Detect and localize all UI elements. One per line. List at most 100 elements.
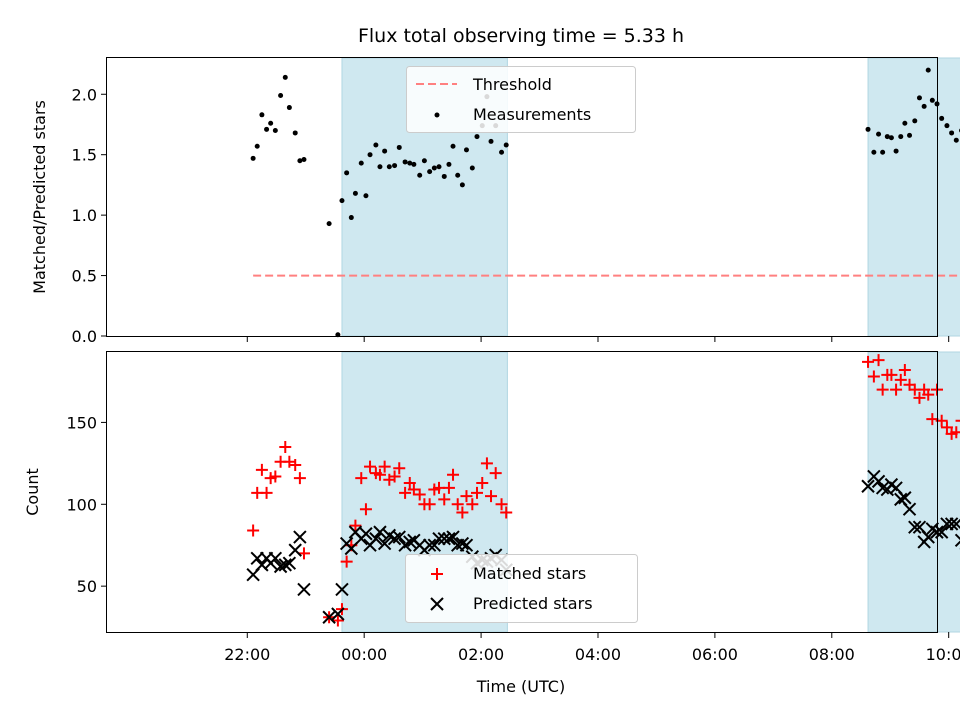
bottom-legend: Matched stars Predicted stars [405, 554, 638, 623]
measurement-point [278, 92, 284, 98]
measurement-point [367, 152, 373, 158]
measurement-point [898, 134, 904, 140]
x-tick-label-1: 00:00 [341, 645, 387, 664]
matched-star-point [260, 486, 273, 499]
legend-measurements-label: Measurements [473, 105, 591, 124]
top-y-tick-label-4: 2.0 [72, 85, 97, 104]
predicted-star-point [331, 607, 345, 621]
matched-star-point [438, 493, 451, 506]
predicted-star-point [427, 538, 442, 552]
measurement-point [339, 198, 345, 204]
measurement-point [411, 161, 417, 167]
matched-star-point [460, 490, 473, 503]
predicted-star-point [432, 531, 446, 546]
measurement-point [352, 190, 358, 196]
matched-star-point [388, 470, 401, 483]
measurement-point [949, 130, 955, 136]
bottom-axes-frame [106, 351, 938, 633]
predicted-star-point [403, 535, 417, 549]
measurement-point [344, 170, 350, 176]
bottom-y-tick-label-1: 100 [66, 495, 97, 514]
measurement-point [377, 164, 383, 170]
matched-star-point [331, 614, 344, 627]
matched-star-point [922, 388, 935, 401]
top-shaded-interval-1 [867, 57, 960, 337]
measurement-point [474, 134, 480, 140]
measurement-point [402, 159, 408, 165]
measurement-point [459, 182, 465, 188]
matched-star-point [456, 506, 469, 519]
matched-star-point [480, 457, 493, 470]
predicted-star-point [459, 538, 474, 552]
matched-star-point [913, 391, 926, 404]
measurement-point [902, 120, 908, 126]
predicted-star-point [392, 530, 406, 544]
predicted-star-point [446, 530, 460, 544]
measurement-point [358, 160, 364, 166]
legend-measurements-swatch [434, 112, 440, 118]
x-tick-label-2: 02:00 [458, 645, 504, 664]
measurement-point [907, 132, 913, 138]
predicted-star-point [455, 536, 470, 551]
measurement-point [382, 148, 388, 154]
measurement-point [939, 115, 945, 121]
legend-matched-swatch [431, 568, 443, 580]
top-x-ticks [246, 336, 950, 342]
measurement-point [407, 160, 413, 166]
predicted-star-point [422, 538, 437, 552]
matched-star-point [378, 460, 391, 473]
matched-star-point [470, 486, 483, 499]
matched-star-point [279, 440, 292, 453]
measurement-point [272, 128, 278, 134]
measurement-point [264, 126, 270, 132]
matched-star-point [355, 472, 368, 485]
matched-star-point [898, 364, 911, 377]
measurement-point [944, 123, 950, 129]
matched-star-point [364, 460, 377, 473]
measurement-point [427, 169, 433, 175]
measurement-point [297, 158, 303, 164]
matched-star-point [862, 355, 875, 368]
measurement-point [884, 134, 890, 140]
predicted-star-point [359, 527, 373, 541]
matched-star-point [476, 476, 489, 489]
measurement-point [503, 142, 509, 148]
measurement-point [925, 67, 931, 73]
measurement-point [499, 149, 505, 155]
matched-star-point [340, 555, 353, 568]
measurement-point [259, 112, 265, 118]
matched-star-point [399, 486, 412, 499]
predicted-star-point [369, 531, 383, 546]
measurement-point [871, 149, 877, 155]
matched-star-point [247, 524, 260, 537]
measurement-point [455, 172, 461, 178]
top-y-tick-label-2: 1.0 [72, 206, 97, 225]
predicted-star-point [861, 479, 875, 493]
predicted-star-point [373, 525, 387, 539]
bottom-y-ticks: 50 100 150 [66, 413, 107, 596]
predicted-star-point [322, 610, 336, 624]
matched-star-point [867, 370, 880, 383]
top-legend: Threshold Measurements [406, 66, 636, 133]
measurement-point [912, 118, 918, 124]
measurement-point [292, 130, 298, 136]
legend-predicted-label: Predicted stars [473, 594, 593, 613]
matched-star-point [403, 476, 416, 489]
matched-star-point [269, 470, 282, 483]
measurement-point [865, 126, 871, 132]
measurement-point [326, 221, 332, 227]
measurement-point [431, 165, 437, 171]
measurement-point [436, 164, 442, 170]
matched-star-point [423, 498, 436, 511]
measurement-point [301, 157, 307, 163]
measurement-point [888, 135, 894, 141]
measurement-point [286, 105, 292, 111]
legend-threshold-label: Threshold [472, 75, 552, 94]
predicted-star-point [268, 551, 283, 566]
matched-star-point [890, 383, 903, 396]
matched-star-point [500, 506, 513, 519]
matched-star-point [489, 467, 502, 480]
matched-star-point [885, 368, 898, 381]
predicted-star-point [442, 531, 456, 546]
matched-star-point [447, 468, 460, 481]
